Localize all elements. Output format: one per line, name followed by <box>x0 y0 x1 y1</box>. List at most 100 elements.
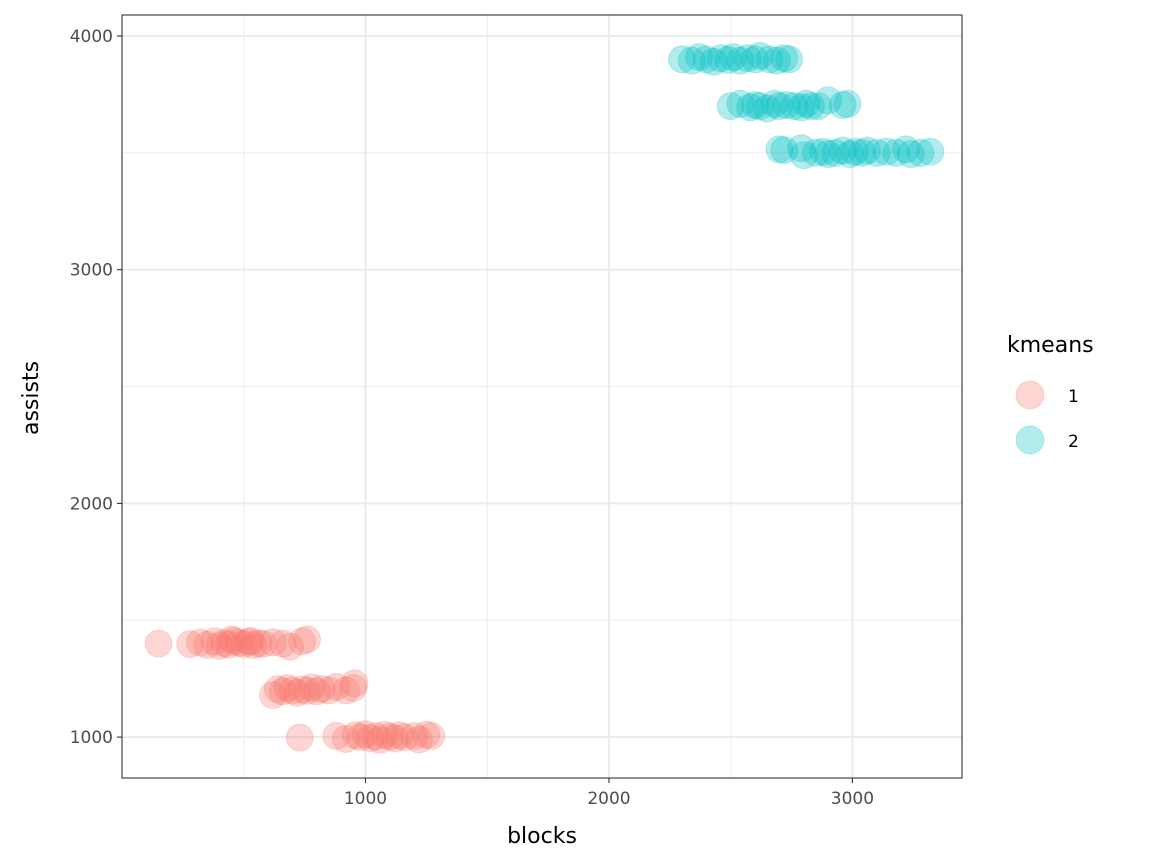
data-point-cluster-2 <box>804 92 833 121</box>
data-point-cluster-1 <box>307 674 336 703</box>
axis-ticks: 1000 2000 3000 1000 2000 3000 4000 <box>70 27 874 809</box>
data-point-cluster-2 <box>814 86 843 115</box>
data-point-cluster-2 <box>706 44 735 73</box>
data-point-cluster-1 <box>322 672 351 701</box>
data-point-cluster-1 <box>258 681 287 710</box>
data-point-cluster-1 <box>375 722 404 751</box>
data-point-cluster-2 <box>787 93 816 122</box>
legend: kmeans 1 2 <box>1007 333 1094 455</box>
data-point-cluster-1 <box>339 674 368 703</box>
data-point-cluster-2 <box>755 45 784 74</box>
y-tick-label: 1000 <box>70 728 113 748</box>
data-point-cluster-1 <box>288 627 317 656</box>
data-point-cluster-1 <box>273 674 302 703</box>
data-point-cluster-1 <box>302 677 331 706</box>
data-point-cluster-2 <box>787 134 816 163</box>
data-point-cluster-2 <box>753 94 782 123</box>
data-point-cluster-2 <box>780 92 808 121</box>
data-point-cluster-1 <box>193 630 222 659</box>
data-point-cluster-1 <box>405 725 434 754</box>
data-point-cluster-1 <box>144 629 173 658</box>
data-point-cluster-1 <box>237 626 266 655</box>
data-point-cluster-1 <box>346 723 375 752</box>
data-point-cluster-1 <box>234 627 263 656</box>
legend-key-2-label: 2 <box>1068 432 1079 452</box>
minor-grid <box>122 15 962 778</box>
data-point-cluster-1 <box>332 676 360 705</box>
data-point-cluster-1 <box>341 721 370 750</box>
data-point-cluster-2 <box>733 44 762 73</box>
data-point-cluster-2 <box>716 92 745 121</box>
data-point-cluster-1 <box>351 720 380 749</box>
data-point-cluster-1 <box>249 629 278 658</box>
x-tick-label: 2000 <box>587 789 630 809</box>
y-axis-title: assists <box>19 361 44 435</box>
data-point-cluster-1 <box>268 677 297 706</box>
data-point-cluster-1 <box>314 676 343 705</box>
data-point-cluster-1 <box>412 720 441 749</box>
data-point-cluster-2 <box>668 45 696 74</box>
data-point-cluster-2 <box>792 89 821 118</box>
data-point-cluster-1 <box>200 627 229 656</box>
data-point-cluster-2 <box>797 92 826 121</box>
data-point-cluster-2 <box>896 140 925 169</box>
data-point-cluster-2 <box>699 47 728 76</box>
data-point-cluster-1 <box>239 631 268 660</box>
data-point-cluster-2 <box>916 137 945 166</box>
legend-key-1-label: 1 <box>1068 387 1079 407</box>
data-point-cluster-1 <box>283 678 312 707</box>
data-point-cluster-1 <box>293 676 322 705</box>
data-point-cluster-2 <box>745 41 774 70</box>
x-tick-label: 1000 <box>344 789 387 809</box>
data-point-cluster-2 <box>765 92 794 121</box>
data-point-cluster-1 <box>390 723 419 752</box>
data-point-cluster-2 <box>801 138 830 167</box>
data-point-cluster-1 <box>340 669 369 698</box>
x-tick-label: 3000 <box>831 789 874 809</box>
data-point-cluster-2 <box>882 138 911 167</box>
data-point-cluster-1 <box>297 673 326 702</box>
data-point-cluster-2 <box>906 138 935 167</box>
data-point-cluster-2 <box>765 135 794 164</box>
data-point-cluster-1 <box>417 721 446 750</box>
legend-key-1-marker <box>1015 380 1045 410</box>
y-tick-label: 4000 <box>70 27 113 47</box>
data-point-cluster-1 <box>268 629 297 658</box>
data-point-cluster-2 <box>828 136 857 165</box>
data-point-cluster-1 <box>293 625 322 654</box>
data-point-cluster-2 <box>692 45 721 74</box>
data-point-cluster-1 <box>210 629 239 658</box>
data-point-cluster-2 <box>853 136 882 165</box>
data-point-cluster-2 <box>677 46 706 75</box>
data-point-cluster-2 <box>872 137 901 166</box>
data-point-cluster-2 <box>719 43 748 72</box>
legend-title: kmeans <box>1007 333 1094 358</box>
data-point-cluster-2 <box>745 92 774 121</box>
data-point-cluster-2 <box>726 89 755 118</box>
data-point-cluster-2 <box>892 135 920 164</box>
data-point-cluster-2 <box>772 90 801 119</box>
panel-border <box>121 14 963 779</box>
data-point-cluster-2 <box>736 93 765 122</box>
data-point-cluster-1 <box>276 632 304 661</box>
data-point-cluster-2 <box>685 43 714 72</box>
data-point-cluster-2 <box>833 89 862 118</box>
data-point-cluster-1 <box>224 628 253 657</box>
data-point-cluster-1 <box>278 676 307 705</box>
data-point-cluster-1 <box>322 721 351 750</box>
x-axis-title: blocks <box>507 824 577 849</box>
data-point-cluster-2 <box>726 46 755 75</box>
data-point-cluster-2 <box>741 45 770 74</box>
major-grid <box>122 15 962 778</box>
data-point-cluster-1 <box>370 720 399 749</box>
y-tick-label: 2000 <box>70 494 113 514</box>
data-point-cluster-1 <box>332 724 360 753</box>
data-point-cluster-1 <box>205 631 234 660</box>
data-point-cluster-1 <box>215 630 244 659</box>
data-point-cluster-1 <box>176 630 205 659</box>
data-point-cluster-1 <box>285 723 314 752</box>
data-point-cluster-1 <box>361 722 390 751</box>
data-point-cluster-1 <box>385 721 414 750</box>
data-point-cluster-1 <box>220 626 248 655</box>
data-point-cluster-1 <box>366 725 395 754</box>
